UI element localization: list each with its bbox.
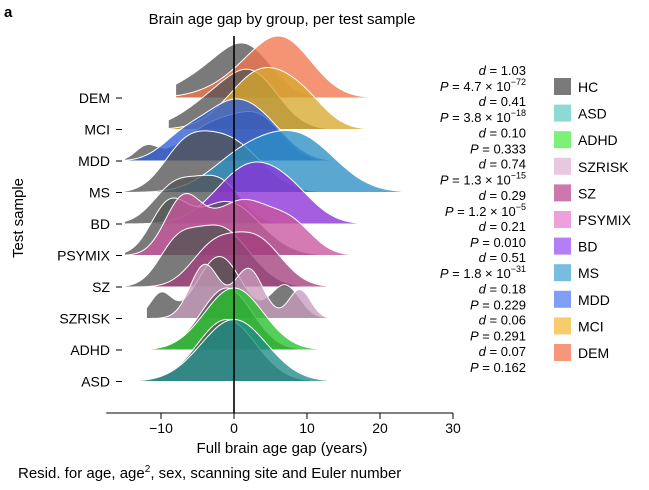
legend-swatch bbox=[554, 237, 571, 255]
p-value-psymix: P = 0.010 bbox=[470, 235, 526, 250]
p-value-szrisk: P = 0.229 bbox=[470, 297, 526, 312]
x-tick-label: 20 bbox=[372, 420, 388, 436]
row-label-mci: MCI bbox=[84, 122, 110, 138]
row-label-psymix: PSYMIX bbox=[57, 248, 111, 264]
p-value-bd: P = 1.2 × 10−5 bbox=[445, 202, 526, 219]
legend-swatch bbox=[554, 264, 571, 282]
stat-annotations: d = 1.03P = 4.7 × 10−72d = 0.41P = 3.8 ×… bbox=[440, 63, 526, 375]
ridge-plot-area bbox=[124, 35, 417, 382]
legend-label: BD bbox=[578, 239, 597, 255]
ridge-row-sz bbox=[124, 224, 402, 288]
row-label-adhd: ADHD bbox=[70, 342, 110, 358]
x-axis-ticks: −10 0 10 20 30 bbox=[149, 413, 461, 436]
legend-label: MDD bbox=[578, 292, 610, 308]
legend-item-hc: HC bbox=[554, 78, 598, 95]
y-axis-label: Test sample bbox=[10, 178, 27, 258]
effect-size-psymix: d = 0.21 bbox=[479, 219, 526, 234]
legend-swatch bbox=[554, 184, 571, 202]
p-value-dem: P = 4.7 × 10−72 bbox=[440, 77, 526, 94]
legend-label: SZRISK bbox=[578, 159, 629, 175]
legend-item-asd: ASD bbox=[554, 104, 607, 122]
footnote: Resid. for age, age2, sex, scanning site… bbox=[18, 464, 401, 482]
ridge-row-szrisk bbox=[145, 255, 366, 319]
row-label-mdd: MDD bbox=[78, 153, 110, 169]
effect-size-mci: d = 0.41 bbox=[479, 94, 526, 109]
p-value-mdd: P = 0.333 bbox=[470, 141, 526, 156]
effect-size-sz: d = 0.51 bbox=[479, 250, 526, 265]
legend-swatch bbox=[554, 157, 571, 175]
effect-size-adhd: d = 0.06 bbox=[479, 313, 526, 328]
legend: HC ASD ADHD SZRISK SZ PSYMIX BD MS MDD MCI DEM bbox=[554, 78, 632, 361]
legend-item-adhd: ADHD bbox=[554, 131, 618, 149]
x-axis-label: Full brain age gap (years) bbox=[197, 440, 368, 457]
legend-swatch bbox=[554, 317, 571, 335]
effect-size-ms: d = 0.74 bbox=[479, 157, 526, 172]
legend-label: DEM bbox=[578, 345, 609, 361]
p-value-ms: P = 1.3 × 10−15 bbox=[440, 171, 526, 188]
x-tick-label: 10 bbox=[299, 420, 315, 436]
legend-swatch bbox=[554, 290, 571, 308]
panel-letter: a bbox=[4, 4, 13, 21]
ridge-row-asd bbox=[124, 318, 417, 382]
legend-label: MS bbox=[578, 265, 599, 281]
row-label-ms: MS bbox=[89, 185, 110, 201]
legend-swatch bbox=[554, 211, 571, 228]
effect-size-mdd: d = 0.10 bbox=[479, 125, 526, 140]
legend-item-bd: BD bbox=[554, 237, 597, 255]
legend-item-sz: SZ bbox=[554, 184, 596, 202]
row-label-bd: BD bbox=[91, 216, 110, 232]
legend-item-mdd: MDD bbox=[554, 290, 610, 308]
legend-label: ADHD bbox=[578, 132, 618, 148]
x-tick-label: 0 bbox=[230, 420, 238, 436]
chart-title: Brain age gap by group, per test sample bbox=[149, 11, 416, 28]
legend-label: ASD bbox=[578, 106, 607, 122]
density-szrisk bbox=[145, 263, 366, 319]
effect-size-asd: d = 0.07 bbox=[479, 344, 526, 359]
legend-label: PSYMIX bbox=[578, 212, 632, 228]
legend-item-dem: DEM bbox=[554, 344, 609, 361]
legend-item-szrisk: SZRISK bbox=[554, 157, 629, 175]
legend-swatch bbox=[554, 344, 571, 361]
p-value-sz: P = 1.8 × 10−31 bbox=[440, 264, 526, 281]
p-value-asd: P = 0.162 bbox=[470, 360, 526, 375]
legend-item-psymix: PSYMIX bbox=[554, 211, 632, 228]
legend-swatch bbox=[554, 131, 571, 149]
legend-swatch bbox=[554, 78, 571, 95]
legend-item-ms: MS bbox=[554, 264, 599, 282]
row-label-asd: ASD bbox=[81, 374, 110, 390]
row-label-sz: SZ bbox=[92, 279, 110, 295]
density-asd bbox=[124, 318, 417, 382]
legend-label: SZ bbox=[578, 185, 596, 201]
density-sz bbox=[124, 231, 402, 288]
legend-label: HC bbox=[578, 79, 598, 95]
legend-item-mci: MCI bbox=[554, 317, 604, 335]
p-value-adhd: P = 0.291 bbox=[470, 329, 526, 344]
x-tick-label: 30 bbox=[445, 420, 461, 436]
effect-size-bd: d = 0.29 bbox=[479, 188, 526, 203]
row-labels: DEM MCI MDD MS BD PSYMIX SZ SZRISK ADHD ASD bbox=[57, 90, 122, 390]
row-label-szrisk: SZRISK bbox=[59, 311, 110, 327]
p-value-mci: P = 3.8 × 10−18 bbox=[440, 108, 526, 125]
legend-swatch bbox=[554, 104, 571, 122]
x-tick-label: −10 bbox=[149, 420, 173, 436]
row-label-dem: DEM bbox=[79, 90, 110, 106]
legend-label: MCI bbox=[578, 318, 604, 334]
effect-size-dem: d = 1.03 bbox=[479, 63, 526, 78]
effect-size-szrisk: d = 0.18 bbox=[479, 281, 526, 296]
